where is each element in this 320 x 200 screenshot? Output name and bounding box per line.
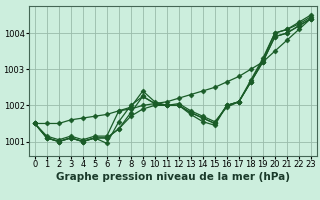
X-axis label: Graphe pression niveau de la mer (hPa): Graphe pression niveau de la mer (hPa) <box>56 172 290 182</box>
